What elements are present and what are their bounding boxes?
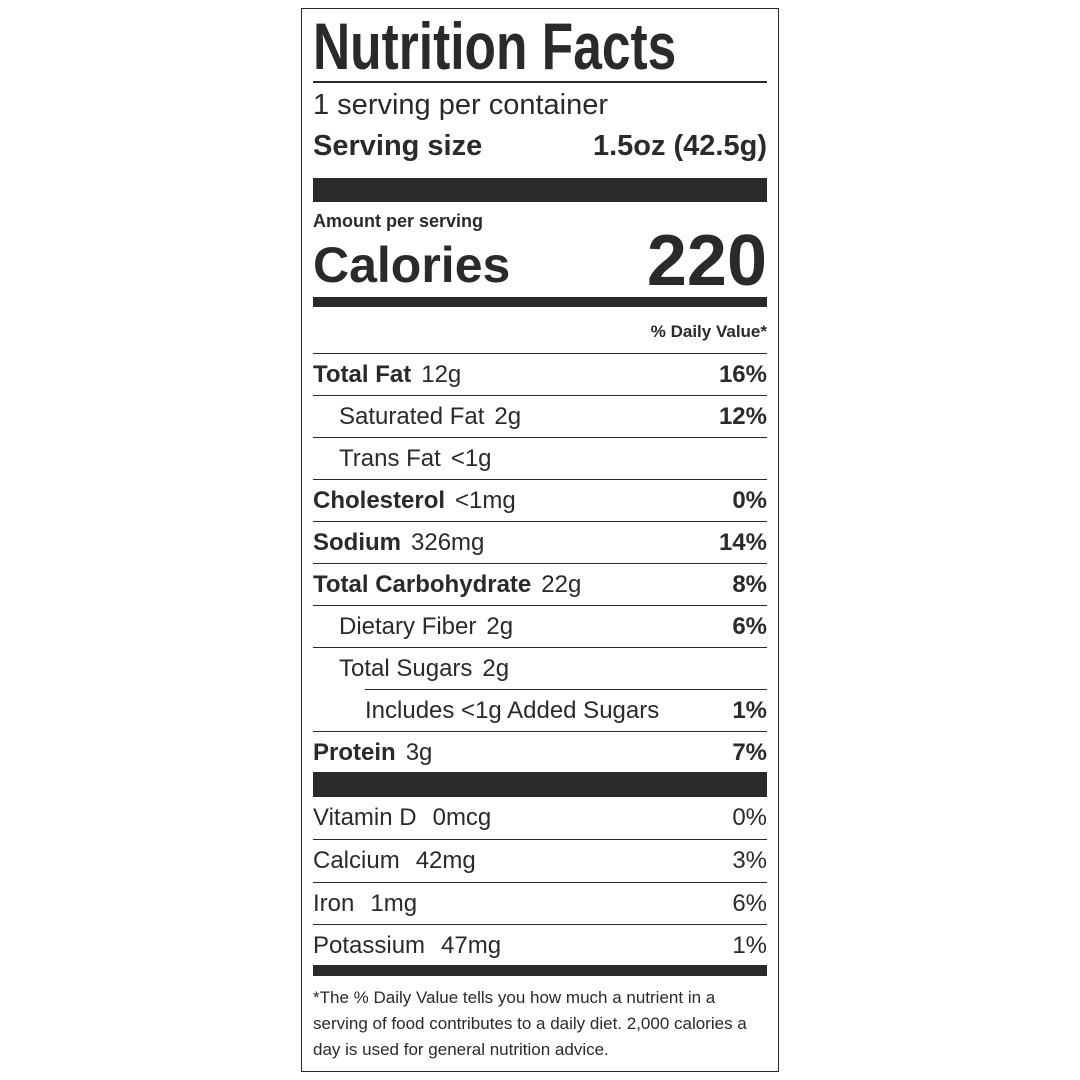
- daily-value: 8%: [732, 570, 767, 598]
- calories-value: 220: [646, 221, 767, 301]
- daily-value: 14%: [718, 528, 767, 556]
- daily-value-header: % Daily Value*: [650, 322, 767, 341]
- daily-value: 0%: [732, 804, 767, 831]
- nutrient-name: Trans Fat: [339, 444, 441, 472]
- daily-value: 6%: [732, 889, 767, 917]
- daily-value: 7%: [732, 738, 767, 766]
- vitamin-row: Calcium 42mg 3%: [313, 839, 767, 881]
- daily-value: 1%: [732, 696, 767, 724]
- daily-value: 6%: [732, 612, 767, 640]
- nutrient-name: Dietary Fiber: [339, 612, 477, 640]
- vitamin-name: Potassium: [313, 931, 426, 959]
- nutrient-amount: 2g: [486, 612, 514, 640]
- label-border: [301, 8, 779, 1072]
- servings: 1 serving per container: [313, 89, 608, 121]
- nutrient-amount: 22g: [541, 570, 582, 598]
- nutrient-amount: <1mg: [455, 486, 516, 514]
- amount-per-serving: Amount per serving: [313, 211, 484, 231]
- vitamin-row: Potassium 47mg 1%: [313, 924, 767, 966]
- thick-bar: [313, 178, 767, 202]
- nutrient-row: Cholesterol <1mg 0%: [313, 479, 767, 521]
- nutrient-name: Total Sugars: [339, 654, 473, 682]
- nutrient-amount: 3g: [405, 738, 433, 766]
- nutrient-amount: 12g: [421, 360, 462, 388]
- nutrient-row: Total Carbohydrate 22g 8%: [313, 563, 767, 605]
- nutrient-row: Total Sugars 2g: [313, 647, 767, 689]
- thick-bar: [313, 772, 767, 797]
- vitamin-name: Iron: [313, 889, 355, 917]
- vitamin-amount: 1mg: [370, 889, 418, 917]
- nutrient-row: Dietary Fiber 2g 6%: [313, 605, 767, 647]
- nutrient-row: Includes <1g Added Sugars 1%: [365, 689, 767, 731]
- nutrient-name: Total Fat: [313, 360, 412, 388]
- nutrient-amount: 2g: [482, 654, 510, 682]
- daily-value: 1%: [732, 931, 767, 959]
- medium-bar: [313, 297, 767, 307]
- vitamin-amount: 42mg: [415, 846, 476, 874]
- daily-value: 0%: [732, 486, 767, 514]
- vitamin-amount: 47mg: [441, 931, 502, 959]
- nutrient-row: Trans Fat <1g: [313, 437, 767, 479]
- vitamin-name: Vitamin D: [313, 804, 417, 831]
- serving-size-value: 1.5oz (42.5g): [592, 130, 767, 162]
- calories-label: Calories: [313, 237, 511, 293]
- vitamin-name: Calcium: [313, 846, 400, 874]
- footnote: *The % Daily Value tells you how much a …: [313, 988, 747, 1059]
- vitamin-row: Vitamin D 0mcg 0%: [313, 797, 767, 839]
- nutrient-row: Protein 3g 7%: [313, 731, 767, 773]
- nutrient-name: Saturated Fat: [339, 402, 485, 430]
- nutrient-name: Protein: [313, 738, 396, 766]
- daily-value: 12%: [718, 402, 767, 430]
- nutrient-name: Sodium: [313, 528, 401, 556]
- nutrient-row: Saturated Fat 2g 12%: [313, 395, 767, 437]
- nutrient-name: Includes <1g Added Sugars: [365, 696, 660, 724]
- nutrient-amount: 326mg: [411, 528, 485, 556]
- nutrient-row: Sodium 326mg 14%: [313, 521, 767, 563]
- daily-value: 16%: [718, 360, 767, 388]
- nutrient-name: Total Carbohydrate: [313, 570, 532, 598]
- vitamin-amount: 0mcg: [432, 804, 492, 831]
- daily-value: 3%: [732, 846, 767, 874]
- nutrient-amount: 2g: [494, 402, 522, 430]
- vitamin-row: Iron 1mg 6%: [313, 882, 767, 924]
- nutrient-row: Total Fat 12g 16%: [313, 353, 767, 395]
- nutrient-amount: <1g: [450, 444, 492, 472]
- rule: [313, 81, 767, 83]
- nutrient-name: Cholesterol: [313, 486, 446, 514]
- serving-size-label: Serving size: [313, 130, 483, 162]
- medium-bar: [313, 965, 767, 976]
- title: Nutrition Facts: [313, 9, 677, 83]
